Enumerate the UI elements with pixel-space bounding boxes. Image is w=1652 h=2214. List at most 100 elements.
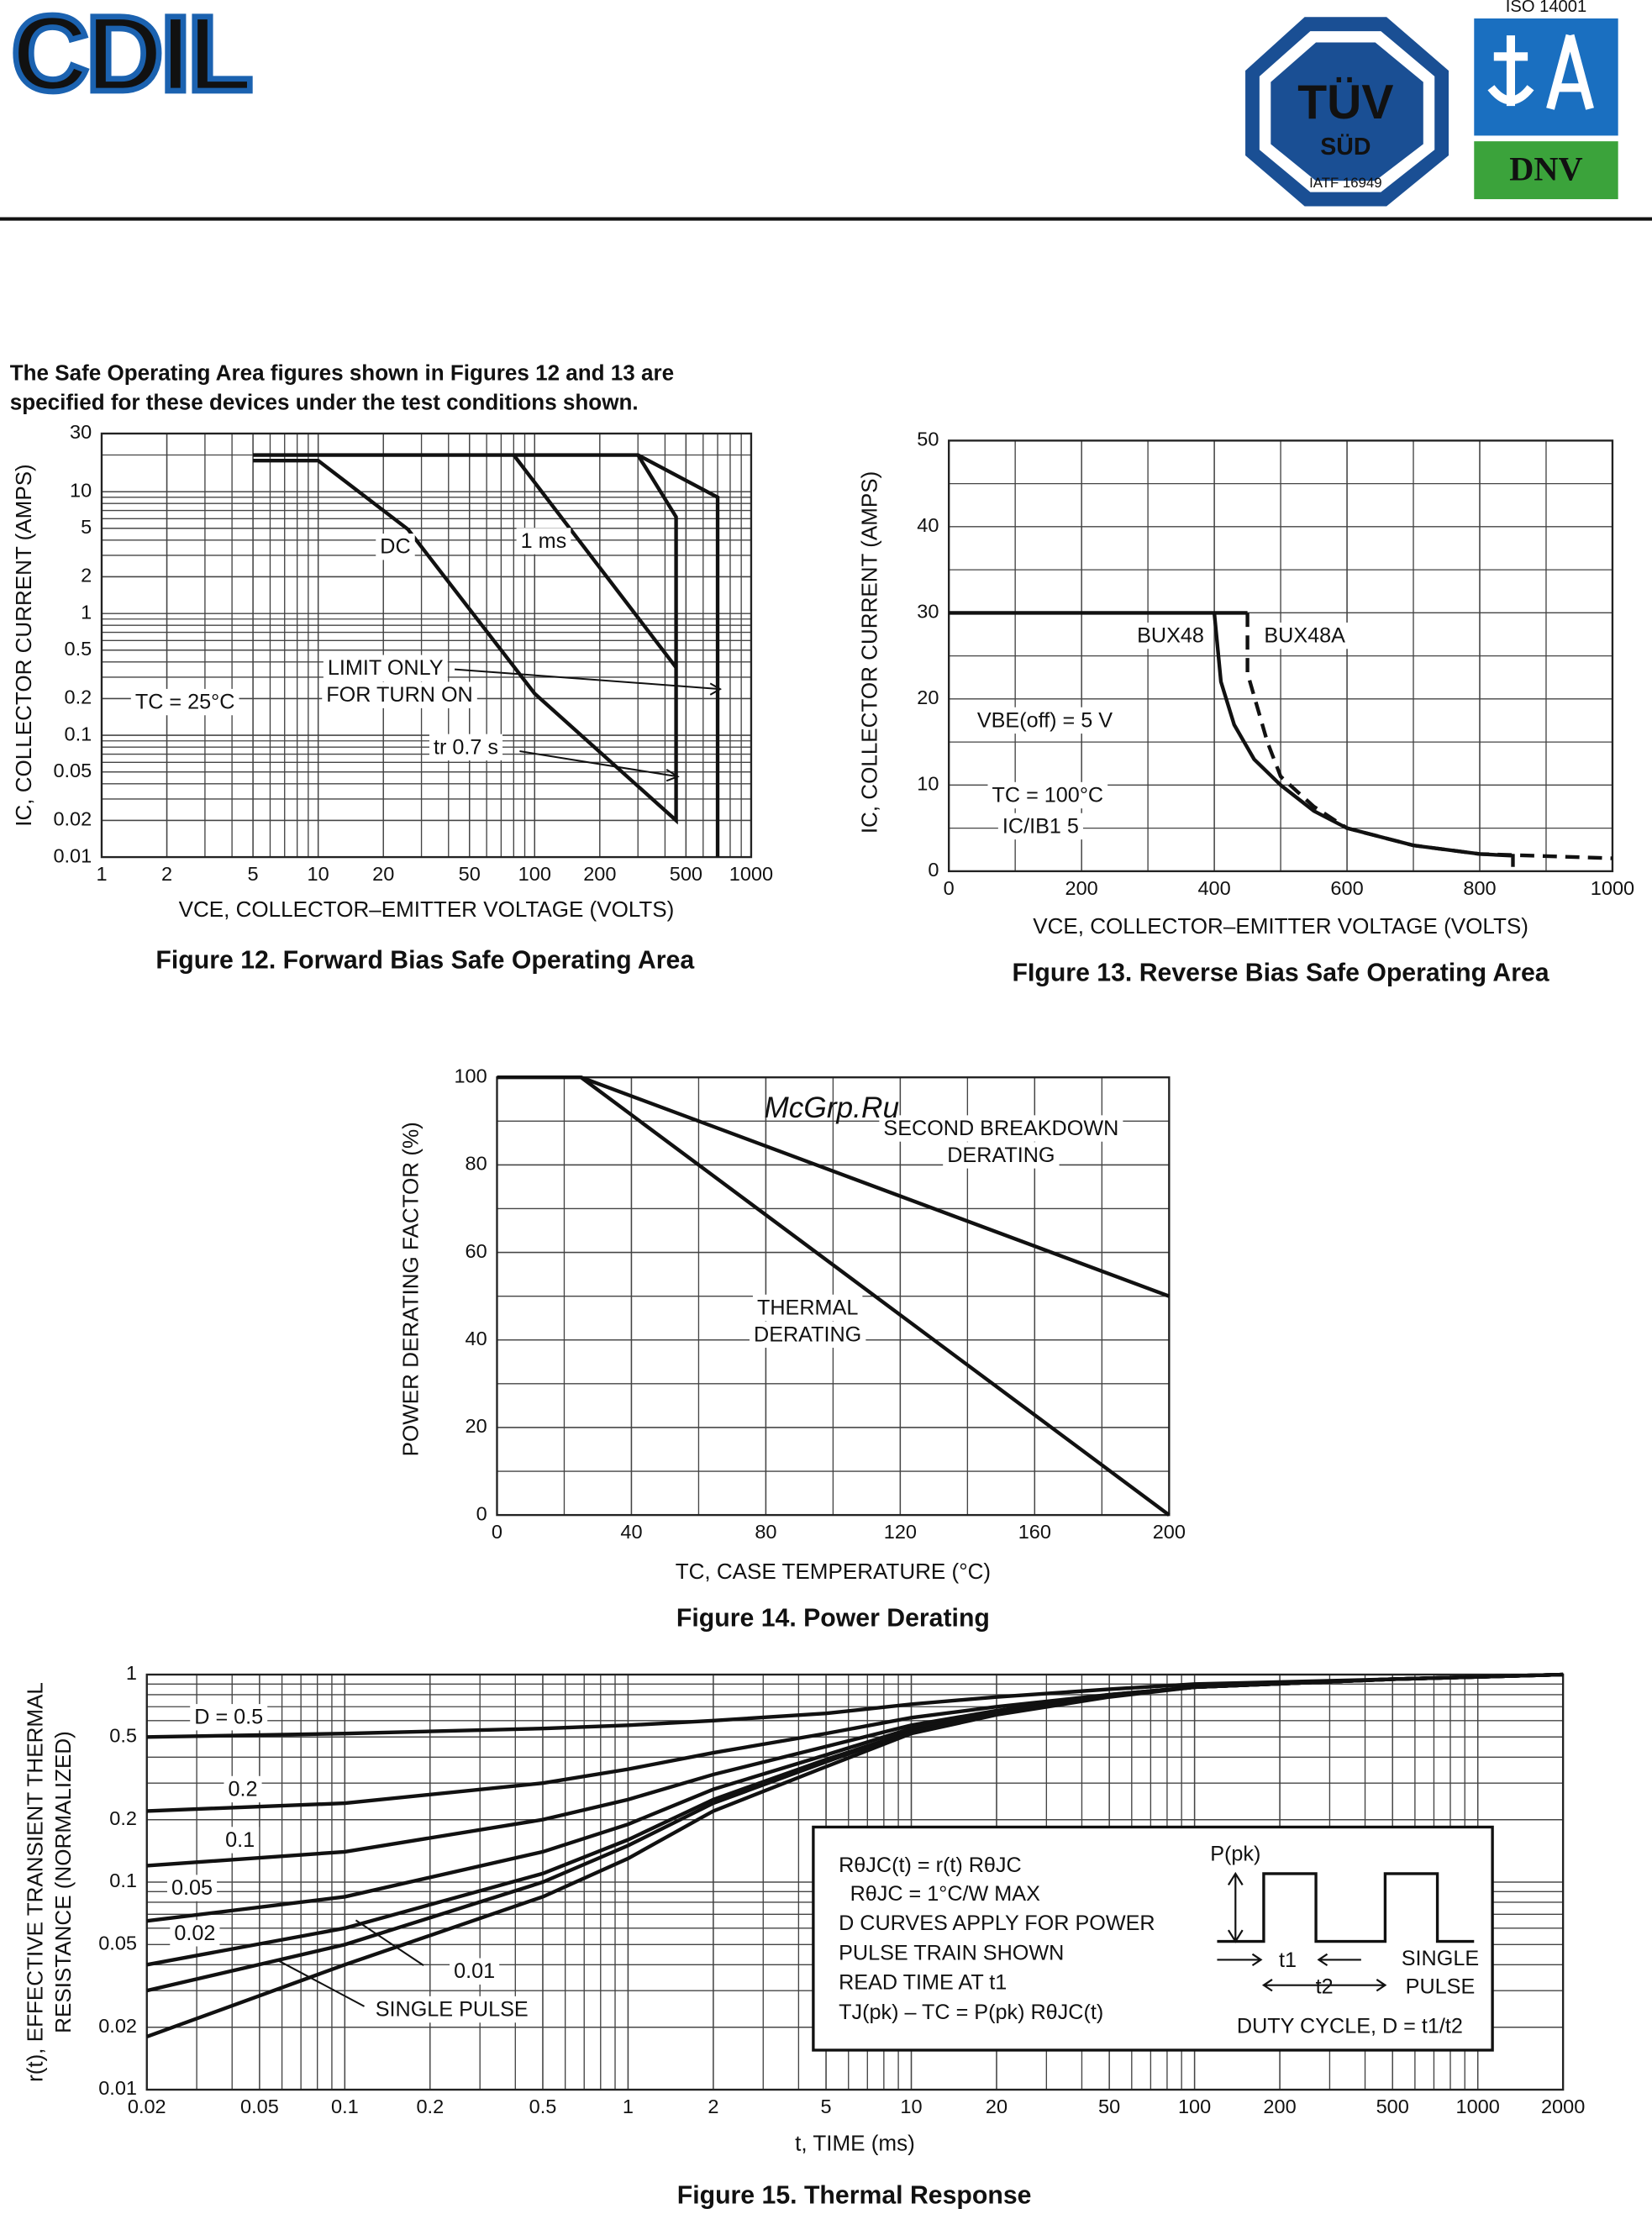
y-tick-label: 0.2	[65, 686, 92, 708]
label-background	[130, 688, 239, 716]
timing-arrows	[1217, 1953, 1387, 1992]
series-line	[253, 453, 720, 858]
y-tick-label: 20	[466, 1415, 487, 1437]
y-axis-label: RESISTANCE (NORMALIZED)	[50, 1731, 76, 2033]
y-tick-label: 40	[466, 1328, 487, 1349]
label-background	[221, 1827, 260, 1854]
label-background	[516, 528, 571, 555]
y-tick-label: 0	[476, 1502, 487, 1524]
chart: 1 2 5 10 20 50 100 200 500 1000 0.01 0.02 0.05 0.1 0.2…	[11, 421, 773, 974]
y-tick-label: 2	[81, 565, 92, 586]
iso-icon	[1487, 34, 1594, 110]
series-line	[146, 1672, 1564, 2039]
x-tick-label: 0	[492, 1521, 502, 1543]
x-tick-label: 20	[372, 863, 394, 885]
label-background	[997, 813, 1083, 840]
x-tick-label: 10	[900, 2096, 922, 2117]
x-tick-label: 600	[1330, 877, 1363, 899]
annotation: TC = 100°C	[992, 783, 1104, 807]
figure-caption: Figure 14. Power Derating	[676, 1604, 990, 1632]
x-tick-label: 200	[1153, 1521, 1186, 1543]
chart: 0 40 80 120 160 200 0 20 40 60 80 100 SECOND BREAKDO…	[398, 1065, 1186, 1632]
y-tick-label: 0.2	[109, 1807, 137, 1829]
y-axis-label: IC, COLLECTOR CURRENT (AMPS)	[857, 471, 882, 834]
annotation: RθJC(t) = r(t) RθJC	[839, 1854, 1022, 1877]
label-background	[170, 1920, 220, 1947]
annotation: IC/IB1 5	[1002, 814, 1079, 838]
y-tick-label: 0.5	[65, 638, 92, 660]
x-tick-label: 1000	[1456, 2096, 1500, 2117]
leader-arrow	[454, 668, 723, 782]
x-tick-label: 800	[1463, 877, 1496, 899]
x-tick-label: 120	[884, 1521, 917, 1543]
annotation: FOR TURN ON	[326, 683, 472, 707]
x-tick-label: 100	[518, 863, 551, 885]
x-tick-label: 0.1	[331, 2096, 359, 2117]
y-tick-label: 50	[917, 429, 939, 450]
annotation: DERATING	[754, 1323, 861, 1346]
x-tick-label: 0	[944, 877, 955, 899]
annotation: SINGLE	[1402, 1947, 1479, 1970]
y-tick-label: 0.01	[98, 2077, 137, 2099]
x-tick-label: 2	[161, 863, 172, 885]
x-tick-label: 10	[308, 863, 329, 885]
label-background	[323, 655, 448, 681]
annotation: READ TIME AT t1	[839, 1971, 1007, 1995]
plot-frame	[145, 1673, 1565, 2091]
watermark: McGrp.Ru	[764, 1091, 899, 1124]
figure-caption: Figure 12. Forward Bias Safe Operating A…	[155, 946, 694, 974]
intro-line: The Safe Operating Area figures shown in…	[10, 360, 674, 385]
y-tick-label: 10	[917, 773, 939, 795]
y-tick-label: 0	[928, 859, 939, 881]
badge-core	[1271, 42, 1423, 181]
label-background	[224, 1775, 262, 1803]
y-tick-label: 30	[917, 601, 939, 623]
label-background	[1133, 622, 1208, 649]
series-label: D = 0.5	[194, 1706, 263, 1729]
y-axis-label: POWER DERATING FACTOR (%)	[398, 1122, 424, 1456]
x-tick-label: 0.02	[128, 2096, 166, 2117]
annotation: P(pk)	[1210, 1843, 1260, 1866]
annotation: SECOND BREAKDOWN	[883, 1117, 1118, 1140]
x-tick-label: 2	[708, 2096, 718, 2117]
x-axis-label: TC, CASE TEMPERATURE (°C)	[676, 1559, 991, 1584]
dnv-mark: DNV	[1509, 150, 1582, 187]
annotation: BUX48	[1137, 624, 1204, 648]
y-tick-label: 100	[454, 1065, 487, 1086]
annotation: TJ(pk) – TC = P(pk) RθJC(t)	[839, 2001, 1103, 2024]
annotation: 1 ms	[521, 529, 567, 553]
y-tick-label: 0.02	[53, 808, 92, 830]
y-tick-label: 5	[81, 516, 92, 538]
leader-line	[276, 1919, 424, 2007]
plot-area	[101, 433, 751, 858]
annotation: t2	[1316, 1975, 1334, 1999]
x-axis-label: VCE, COLLECTOR–EMITTER VOLTAGE (VOLTS)	[1033, 913, 1528, 939]
annotation: LIMIT ONLY	[328, 656, 444, 680]
series-label: 0.1	[225, 1828, 255, 1852]
x-axis-label: t, TIME (ms)	[795, 2130, 915, 2155]
iso-box	[1474, 18, 1618, 136]
x-tick-label: 100	[1178, 2096, 1211, 2117]
x-tick-label: 1000	[1591, 877, 1634, 899]
label-background	[943, 1142, 1060, 1169]
series-label: SINGLE PULSE	[376, 1998, 529, 2022]
figure-caption: Figure 15. Thermal Response	[677, 2182, 1032, 2210]
iso-title: ISO 14001	[1506, 0, 1586, 16]
label-background	[190, 1704, 268, 1731]
x-tick-label: 5	[248, 863, 259, 885]
pulse-diagram	[1217, 1871, 1475, 1992]
series-line	[1245, 613, 1613, 860]
y-tick-label: 1	[81, 601, 92, 623]
label-background	[376, 534, 415, 560]
y-tick-label: 0.05	[53, 760, 92, 781]
dnv-box	[1474, 141, 1618, 200]
annotation: DUTY CYCLE, D = t1/t2	[1237, 2015, 1463, 2038]
chart: 0.02 0.05 0.1 0.2 0.5 1 2 5 10 20 50 100 200 500 1000 2…	[23, 1662, 1586, 2209]
y-tick-label: 80	[466, 1153, 487, 1175]
annotation: DERATING	[947, 1144, 1055, 1167]
x-tick-label: 50	[459, 863, 481, 885]
label-background	[429, 734, 503, 761]
x-axis-label: VCE, COLLECTOR–EMITTER VOLTAGE (VOLTS)	[179, 897, 675, 922]
